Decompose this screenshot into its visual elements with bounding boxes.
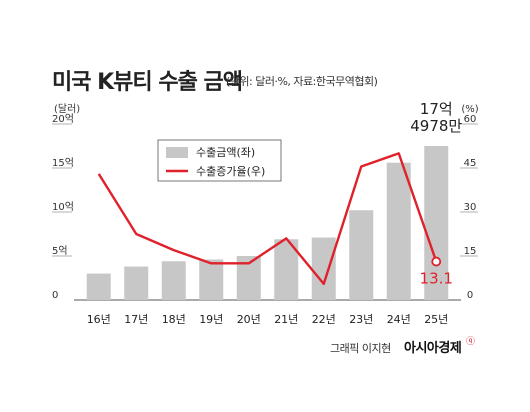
left-tick-label: 5억 xyxy=(52,245,68,257)
x-tick-label: 16년 xyxy=(87,313,111,326)
bar-16년 xyxy=(86,273,111,300)
growth-rate-value-label: 13.1 xyxy=(420,270,453,288)
growth-rate-line xyxy=(97,152,438,286)
x-tick-label: 22년 xyxy=(312,313,336,326)
x-tick-label: 17년 xyxy=(124,313,148,326)
legend-bar-swatch xyxy=(166,147,188,158)
bar-23년 xyxy=(349,210,374,300)
bar-22년 xyxy=(311,237,336,300)
legend-box xyxy=(157,139,282,182)
right-tick-label: 60 xyxy=(464,114,477,125)
bar-value-label-line1: 17억 xyxy=(420,100,453,118)
chart-subtitle: (단위: 달러·%, 자료:한국무역협회) xyxy=(226,75,378,88)
legend-bar-label: 수출금액(좌) xyxy=(196,146,255,159)
bar-24년 xyxy=(386,162,411,300)
left-tick-label: 10억 xyxy=(52,201,74,213)
bar-value-label-line2: 4978만 xyxy=(410,117,462,135)
bar-19년 xyxy=(199,259,224,300)
right-tick-label: 45 xyxy=(464,158,477,169)
x-tick-label: 24년 xyxy=(387,313,411,326)
growth-rate-point xyxy=(431,256,442,267)
x-tick-label: 23년 xyxy=(349,313,373,326)
x-tick-label: 18년 xyxy=(162,313,186,326)
right-tick-label: 0 xyxy=(467,290,473,301)
left-tick-label: 20억 xyxy=(52,113,74,125)
bar-18년 xyxy=(161,261,186,300)
graphic-credit: 그래픽 이지현 xyxy=(330,342,391,355)
left-axis-unit: (달러) xyxy=(54,103,80,115)
x-tick-label: 25년 xyxy=(424,313,448,326)
right-axis-unit: (%) xyxy=(461,104,478,115)
right-tick-label: 30 xyxy=(464,202,477,213)
left-tick-label: 0 xyxy=(52,290,58,301)
x-tick-label: 21년 xyxy=(274,313,298,326)
publisher-logo: 아시아경제 xyxy=(404,341,462,356)
x-tick-label: 19년 xyxy=(199,313,223,326)
x-tick-label: 20년 xyxy=(237,313,261,326)
chart-title: 미국 K뷰티 수출 금액 xyxy=(52,70,243,95)
legend-line-label: 수출증가율(우) xyxy=(196,165,265,178)
right-tick-label: 15 xyxy=(464,246,477,257)
left-tick-label: 15억 xyxy=(52,157,74,169)
publisher-mark-icon: ⓠ xyxy=(466,337,476,347)
bar-25년 xyxy=(424,146,449,300)
bar-17년 xyxy=(124,266,149,300)
